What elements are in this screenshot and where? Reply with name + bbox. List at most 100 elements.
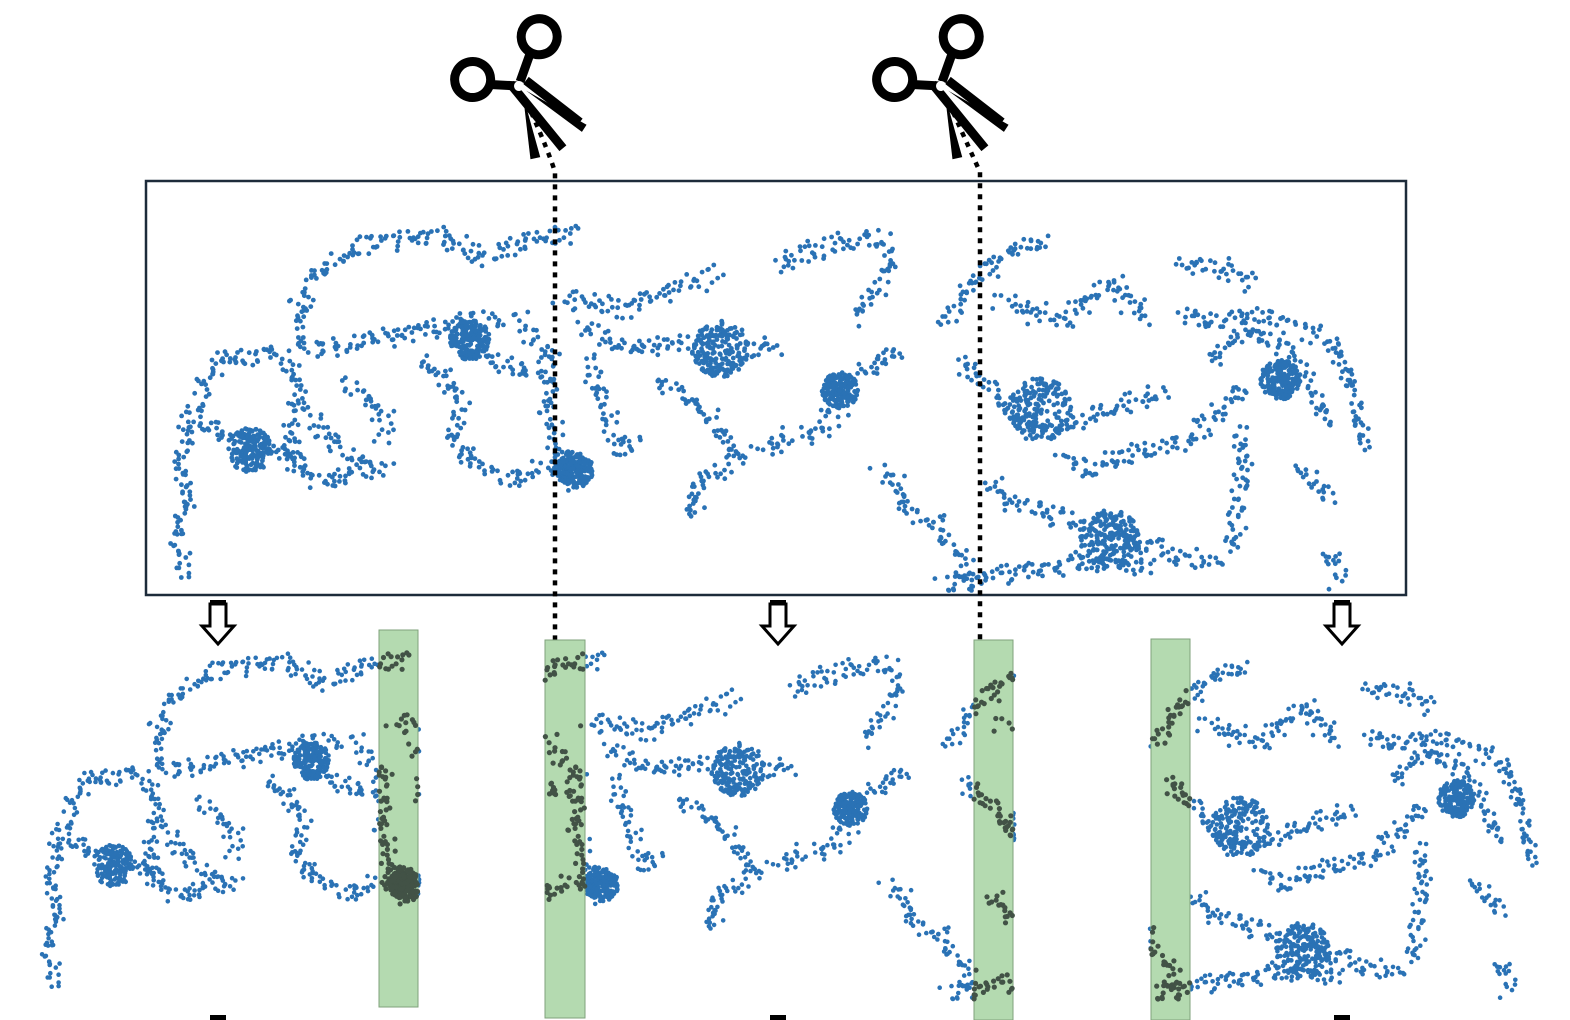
point [365,885,370,890]
point [672,280,678,285]
point [159,756,164,761]
point [749,354,755,360]
point [1082,542,1088,548]
point [1197,423,1203,429]
point [50,885,56,890]
point [668,386,674,391]
point [710,357,715,363]
point [883,292,889,298]
point [1256,319,1262,325]
point [845,384,851,390]
point [335,467,341,472]
point [144,871,150,877]
point [609,297,614,302]
point [720,339,725,344]
point [1298,470,1304,476]
point [609,346,615,352]
point [1087,470,1093,476]
point [737,341,743,346]
point [1040,573,1045,579]
point [1314,479,1319,484]
point [1172,439,1178,445]
point [701,412,707,417]
point [940,527,946,533]
point [293,408,298,413]
point [424,235,430,241]
point [1015,251,1021,257]
point [1318,323,1324,329]
point [967,586,972,592]
point [345,456,350,462]
point [308,304,314,309]
point [836,423,842,429]
point [736,367,742,372]
point [216,437,222,443]
point [1066,557,1071,563]
point [930,525,935,531]
point [184,449,190,455]
point [1010,409,1015,415]
point [1339,578,1345,584]
point [1324,408,1330,413]
point [1057,426,1062,432]
point [459,448,464,453]
point [290,450,296,455]
point [545,403,551,409]
point [998,256,1004,262]
point [220,432,225,438]
point [1037,424,1042,429]
point [295,301,301,307]
point [1213,555,1219,561]
point [1118,310,1124,316]
point [584,356,589,361]
point [789,252,794,258]
point [359,662,365,667]
point [1037,309,1043,315]
point [959,574,964,580]
point [1263,367,1269,373]
point [896,500,902,506]
point [1047,514,1052,520]
point [152,740,158,745]
point [1102,450,1108,455]
point [588,331,594,337]
point [331,737,337,742]
point [394,248,400,253]
point [442,319,448,325]
point [416,323,421,328]
point [684,507,690,512]
point [1206,427,1212,433]
point [556,446,562,452]
point [503,240,509,246]
point [172,513,178,519]
point [901,493,907,498]
point [335,740,341,745]
point [386,430,391,435]
point [833,399,839,405]
point [1170,444,1175,450]
point [743,339,749,345]
point [302,290,307,295]
point [964,576,970,582]
point [813,243,818,248]
point [172,459,178,464]
point [354,791,359,797]
point [181,841,186,847]
point [151,878,156,883]
point [1243,484,1249,490]
point [168,541,174,546]
point [335,434,341,440]
point [1016,499,1022,504]
point [837,388,842,394]
point [61,809,67,814]
point [941,513,947,518]
point [241,764,246,770]
point [1107,513,1113,519]
point [204,387,210,392]
point [495,323,500,329]
point [1044,408,1050,414]
point [1062,396,1068,402]
point [1051,402,1057,408]
point [1020,309,1026,315]
point [127,851,132,856]
